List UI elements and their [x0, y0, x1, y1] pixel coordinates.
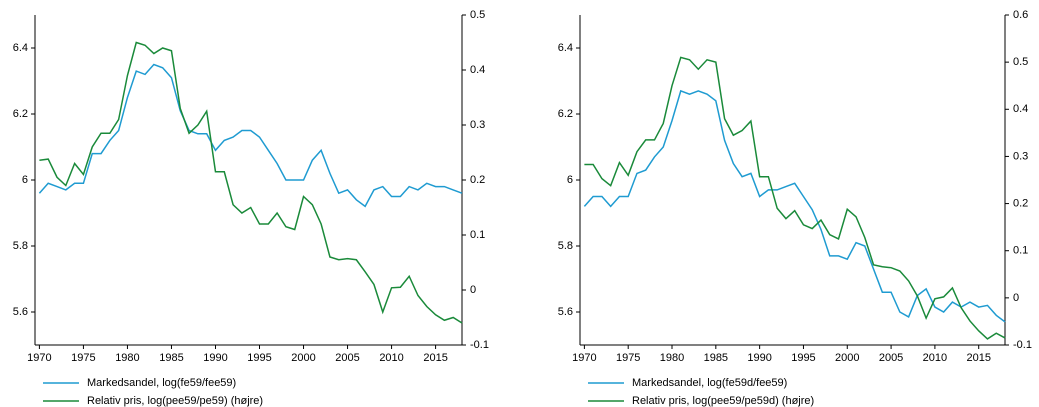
legend-label: Relativ pris, log(pee59/pe59) (højre): [87, 395, 263, 407]
legend-label: Markedsandel, log(fe59d/fee59): [632, 377, 787, 389]
y2-tick-label: 0.5: [1013, 56, 1028, 68]
y2-tick-label: 0.1: [470, 229, 485, 241]
y2-tick-label: 0.2: [470, 174, 485, 186]
y2-tick-label: -0.1: [470, 339, 489, 351]
y-tick-label: 5.8: [13, 240, 28, 252]
x-tick-label: 1970: [572, 352, 596, 364]
y2-tick-label: -0.1: [1013, 339, 1032, 351]
x-tick-label: 2010: [379, 352, 403, 364]
series-line: [584, 56, 1006, 340]
x-tick-label: 2015: [423, 352, 447, 364]
x-tick-label: 1990: [747, 352, 771, 364]
y2-tick-label: 0.6: [1013, 9, 1028, 21]
x-tick-label: 1975: [616, 352, 640, 364]
y2-tick-label: 0.3: [470, 119, 485, 131]
y-tick-label: 6: [22, 174, 28, 186]
y-tick-label: 6: [567, 174, 573, 186]
y-tick-label: 6.4: [13, 42, 28, 54]
y-tick-label: 5.6: [558, 306, 573, 318]
y2-tick-label: 0.1: [1013, 245, 1028, 257]
x-tick-label: 1990: [203, 352, 227, 364]
y2-tick-label: 0.5: [470, 9, 485, 21]
x-tick-label: 2010: [923, 352, 947, 364]
y2-tick-label: 0.4: [470, 64, 485, 76]
y2-tick-label: 0.4: [1013, 103, 1028, 115]
x-tick-label: 1985: [704, 352, 728, 364]
x-tick-label: 1985: [159, 352, 183, 364]
x-tick-label: 1975: [71, 352, 95, 364]
legend-label: Markedsandel, log(fe59/fee59): [87, 377, 236, 389]
x-tick-label: 2000: [291, 352, 315, 364]
x-tick-label: 1980: [115, 352, 139, 364]
y-tick-label: 6.4: [558, 42, 573, 54]
x-tick-label: 1995: [791, 352, 815, 364]
y2-tick-label: 0.2: [1013, 197, 1028, 209]
x-tick-label: 1995: [247, 352, 271, 364]
y-tick-label: 5.8: [558, 240, 573, 252]
x-tick-label: 1980: [660, 352, 684, 364]
x-tick-label: 1970: [27, 352, 51, 364]
y2-tick-label: 0.3: [1013, 150, 1028, 162]
series-line: [39, 41, 463, 324]
legend-label: Relativ pris, log(pee59/pe59d) (højre): [632, 395, 814, 407]
y-tick-label: 6.2: [558, 108, 573, 120]
x-tick-label: 2005: [879, 352, 903, 364]
y2-tick-label: 0: [470, 284, 476, 296]
y-tick-label: 5.6: [13, 306, 28, 318]
series-line: [38, 63, 463, 208]
y2-tick-label: 0: [1013, 292, 1019, 304]
x-tick-label: 2005: [335, 352, 359, 364]
x-tick-label: 2000: [835, 352, 859, 364]
series-line: [583, 89, 1006, 323]
y-tick-label: 6.2: [13, 108, 28, 120]
x-tick-label: 2015: [966, 352, 990, 364]
